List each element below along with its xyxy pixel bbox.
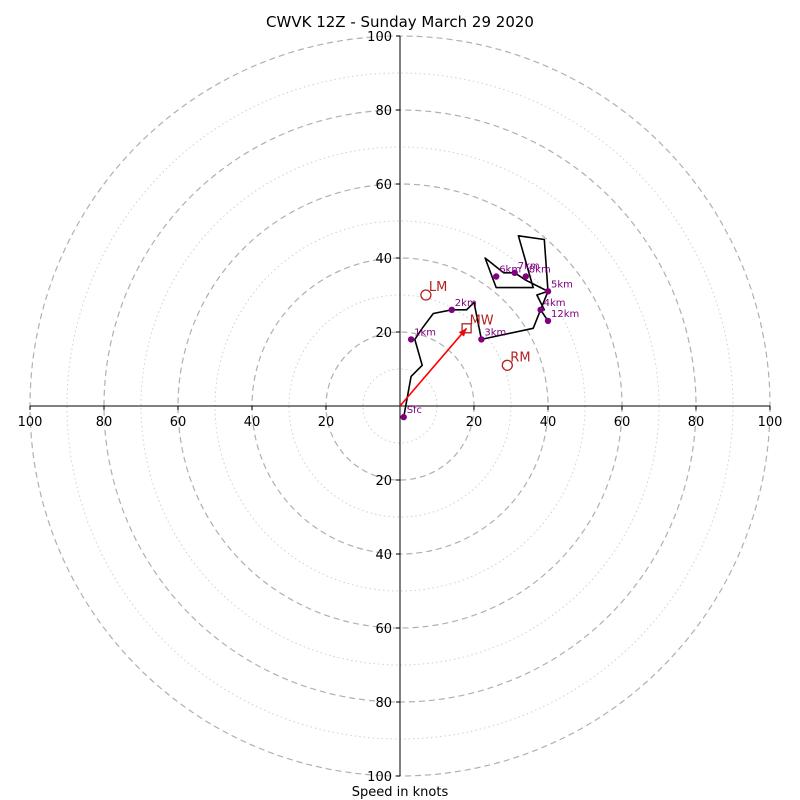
- height-point: [400, 413, 407, 421]
- height-point: [537, 306, 544, 313]
- x-tick-label: 20: [466, 415, 483, 430]
- height-point-label: 7km: [518, 261, 540, 272]
- height-point-label: 2km: [455, 298, 477, 309]
- y-tick-label: 100: [367, 770, 392, 785]
- y-tick-label: 20: [375, 326, 392, 341]
- storm-motion-label: RM: [510, 350, 530, 365]
- x-tick-label: 60: [170, 415, 187, 430]
- y-tick-label: 20: [375, 474, 392, 489]
- height-point: [493, 273, 500, 280]
- tick-labels: 100 80 60 40 20 20 40 60 80 100 100 80 60 40 20 20 40 60 8…: [18, 30, 783, 785]
- storm-motion-marker: [461, 323, 472, 334]
- height-point-label: 4km: [544, 298, 566, 309]
- height-point-label: 6km: [499, 265, 521, 276]
- x-tick-label: 80: [96, 415, 113, 430]
- chart-title: CWVK 12Z - Sunday March 29 2020: [266, 13, 534, 31]
- height-point: [511, 269, 518, 276]
- x-tick-label: 100: [18, 415, 43, 430]
- height-point-label: 3km: [484, 327, 506, 338]
- y-tick-label: 60: [375, 178, 392, 193]
- storm-motion-label: LM: [429, 280, 447, 295]
- x-tick-label: 80: [688, 415, 705, 430]
- y-tick-label: 40: [375, 252, 392, 267]
- y-tick-label: 60: [375, 622, 392, 637]
- x-tick-label: 60: [614, 415, 631, 430]
- x-tick-label: 40: [540, 415, 557, 430]
- storm-motion-marker: [501, 359, 513, 371]
- height-point: [478, 336, 485, 343]
- height-point-label: 1km: [414, 327, 436, 338]
- y-tick-label: 100: [367, 30, 392, 45]
- height-point-label: 8km: [529, 265, 551, 276]
- y-tick-label: 40: [375, 548, 392, 563]
- y-tick-label: 80: [375, 104, 392, 119]
- height-point-label: Sfc: [407, 405, 422, 416]
- x-axis-label: Speed in knots: [352, 785, 449, 800]
- height-point-label: 12km: [551, 309, 579, 320]
- height-point: [544, 288, 552, 295]
- x-tick-label: 20: [318, 415, 335, 430]
- storm-motion-marker: [420, 289, 432, 301]
- y-tick-label: 80: [375, 696, 392, 711]
- storm-motion-layer: LM MW RM: [420, 280, 531, 371]
- height-point: [407, 336, 415, 343]
- storm-motion-label: MW: [470, 313, 494, 328]
- x-tick-label: 100: [758, 415, 783, 430]
- x-tick-label: 40: [244, 415, 261, 430]
- height-point: [544, 317, 552, 325]
- storm-motion-vector: [399, 327, 468, 407]
- height-point: [448, 306, 455, 313]
- height-point: [522, 273, 529, 280]
- height-point-label: 5km: [551, 279, 573, 290]
